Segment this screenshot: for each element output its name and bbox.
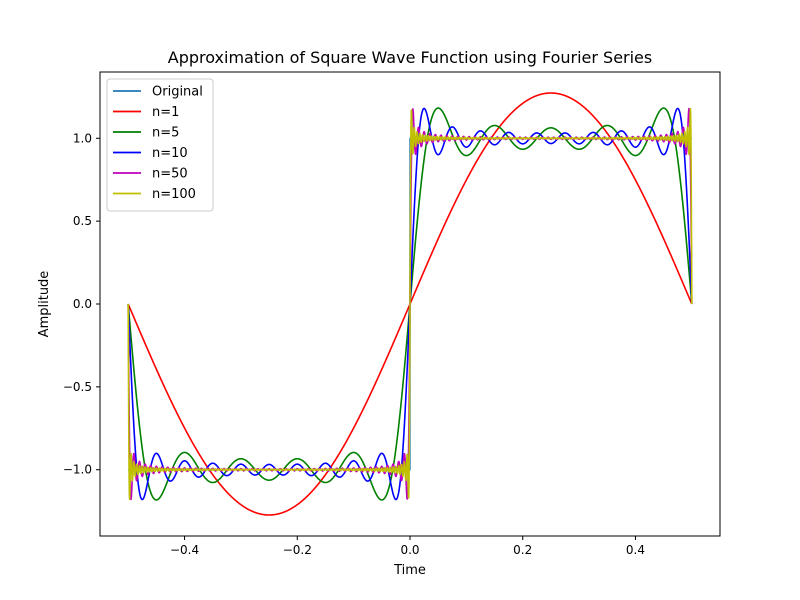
x-tick-label: 0.4: [626, 543, 645, 557]
series-lines: [127, 92, 693, 516]
legend-label: n=10: [152, 146, 188, 161]
y-axis-ticks: −1.0 −0.5 0.0 0.5 1.0: [63, 131, 100, 477]
y-tick-label: −0.5: [63, 380, 92, 394]
legend-label: n=5: [152, 126, 179, 141]
x-axis-ticks: −0.4 −0.2 0.0 0.2 0.4: [170, 536, 645, 557]
x-tick-label: 0.2: [513, 543, 532, 557]
y-tick-label: 1.0: [73, 131, 92, 145]
y-axis-label: Amplitude: [37, 271, 52, 338]
legend-label: n=100: [152, 187, 196, 202]
x-tick-label: −0.2: [283, 543, 312, 557]
legend: Original n=1 n=5 n=10 n=50 n=100: [106, 78, 214, 212]
legend-label: n=1: [152, 105, 179, 120]
x-tick-label: −0.4: [170, 543, 199, 557]
legend-label: n=50: [152, 167, 188, 182]
x-axis-label: Time: [393, 563, 426, 578]
legend-label: Original: [152, 85, 203, 100]
series-line-n-100: [127, 107, 693, 501]
chart-title: Approximation of Square Wave Function us…: [168, 48, 652, 67]
x-tick-label: 0.0: [400, 543, 419, 557]
y-tick-label: 0.5: [73, 214, 92, 228]
y-tick-label: −1.0: [63, 463, 92, 477]
y-tick-label: 0.0: [73, 297, 92, 311]
